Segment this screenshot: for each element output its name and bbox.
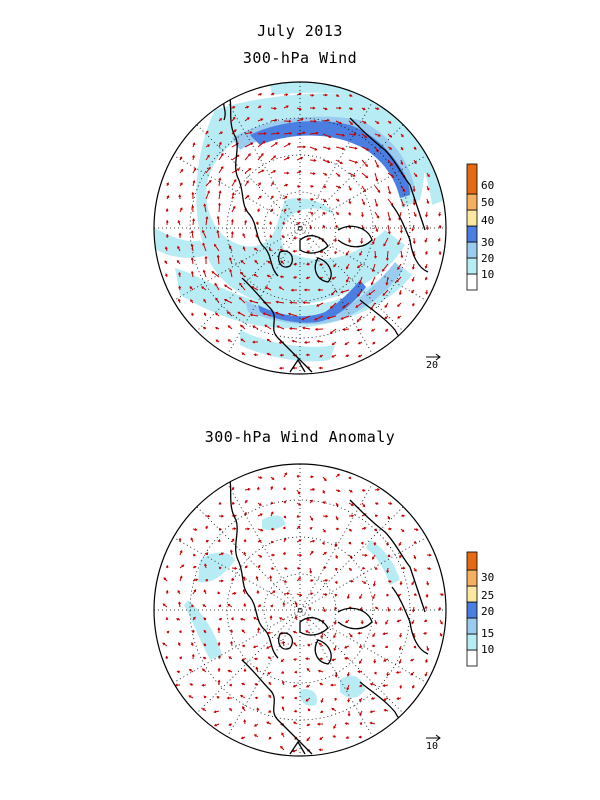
panel1-map — [153, 81, 447, 375]
panel2-colorbar-bin-7 — [466, 551, 478, 571]
panel1-colorbar-bin-7 — [466, 163, 478, 195]
panel2-colorbar: 10 15 20 25 30 — [466, 551, 494, 667]
panel2-colorbar-label-25: 25 — [481, 589, 494, 602]
panel2-graticule — [154, 464, 446, 756]
panel2-colorbar-bin-2 — [466, 633, 478, 651]
panel2-colorbar-bin-5 — [466, 585, 478, 603]
panel1-colorbar-label-30: 30 — [481, 236, 494, 249]
panel1-title: 300-hPa Wind — [242, 49, 358, 67]
panel2-colorbar-label-10: 10 — [481, 643, 494, 656]
page-title: July 2013 — [257, 22, 343, 40]
panel2-colorbar-bin-6 — [466, 569, 478, 587]
panel1-graticule — [154, 82, 446, 374]
panel1-colorbar-bin-3 — [466, 241, 478, 259]
panel2-colorbar-label-15: 15 — [481, 627, 494, 640]
panel2-colorbar-bin-4 — [466, 601, 478, 619]
panel2-colorbar-label-20: 20 — [481, 605, 494, 618]
panel1-colorbar-label-60: 60 — [481, 179, 494, 192]
panel2-map — [153, 463, 447, 757]
panel1-map-border — [153, 81, 447, 375]
panel1-colorbar-label-10: 10 — [481, 268, 494, 281]
panel2-map-border — [153, 463, 447, 757]
panel1-colorbar-bin-4 — [466, 225, 478, 243]
panel2-wind-arrows — [162, 472, 445, 753]
panel1-colorbar-bin-2 — [466, 257, 478, 275]
panel1-colorbar-bin-6 — [466, 193, 478, 211]
panel1-colorbar-bin-5 — [466, 209, 478, 227]
panel2-colorbar-label-30: 30 — [481, 571, 494, 584]
panel2-colorbar-bin-1 — [466, 649, 478, 667]
panel2-wind-shading — [184, 515, 400, 706]
panel1-wind-shading — [154, 82, 445, 362]
panel1-reference-vector-label: 20 — [426, 360, 438, 371]
panel2-reference-vector: 10 — [426, 734, 441, 752]
panel1-colorbar-label-20: 20 — [481, 252, 494, 265]
panel2-reference-vector-label: 10 — [426, 741, 438, 752]
panel1-colorbar: 10 20 30 40 50 60 — [466, 163, 494, 291]
panel1-colorbar-bin-1 — [466, 273, 478, 291]
panel1-reference-vector: 20 — [426, 353, 441, 371]
panel2-colorbar-bin-3 — [466, 617, 478, 635]
panel1-colorbar-label-50: 50 — [481, 196, 494, 209]
panel2-title: 300-hPa Wind Anomaly — [204, 428, 396, 446]
panel1-colorbar-label-40: 40 — [481, 214, 494, 227]
panel2-coastlines — [229, 479, 429, 755]
